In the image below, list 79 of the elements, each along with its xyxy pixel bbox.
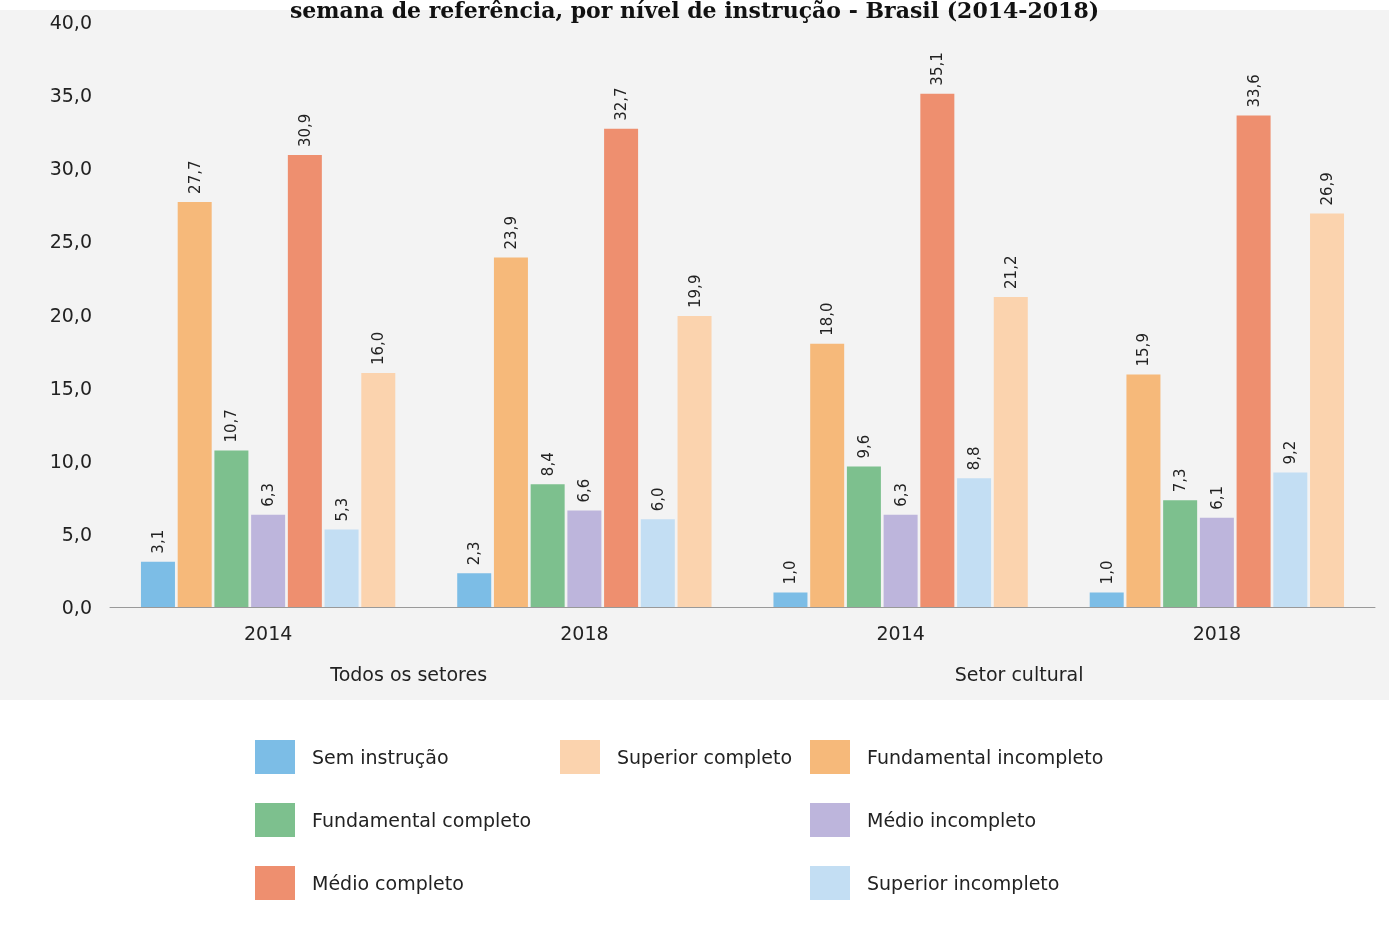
y-tick-label: 40,0 (49, 11, 92, 33)
data-label: 30,9 (295, 113, 314, 148)
bar (530, 484, 565, 607)
bar (1163, 500, 1198, 607)
bar (361, 373, 396, 607)
data-label: 16,0 (369, 331, 388, 365)
text: Todos os setores (329, 662, 488, 685)
data-label: 2,3 (465, 541, 484, 566)
bar (493, 257, 528, 607)
y-tick-label: 15,0 (49, 376, 92, 399)
x-tick-label: 2014 (243, 621, 293, 644)
data-label: 6,3 (891, 483, 910, 507)
data-label: 1,0 (1097, 560, 1116, 585)
bar (1199, 517, 1234, 607)
bar (604, 128, 639, 607)
bar (567, 510, 602, 607)
data-label: 35,1 (928, 52, 947, 86)
data-label: 6,3 (259, 483, 278, 507)
bar (920, 93, 955, 607)
y-tick-label: 20,0 (49, 303, 92, 326)
y-tick-label: 35,0 (49, 84, 92, 107)
text: Setor cultural (954, 662, 1084, 685)
bar (214, 450, 249, 607)
data-label: 7,3 (1171, 468, 1190, 493)
data-label: 8,4 (538, 452, 557, 477)
y-tick-label: 25,0 (49, 230, 92, 253)
bar (993, 296, 1028, 607)
y-tick-label: 10,0 (49, 449, 92, 472)
legend-label: Médio incompleto (867, 809, 1037, 831)
data-label: 18,0 (818, 302, 837, 336)
y-tick-label: 5,0 (61, 522, 92, 545)
data-label: 3,1 (148, 529, 167, 554)
legend-label: Fundamental incompleto (867, 746, 1104, 768)
bar (457, 573, 492, 607)
data-label: 32,7 (612, 87, 631, 121)
bar (1089, 592, 1124, 607)
data-label: 9,6 (854, 434, 873, 459)
x-tick-label: 2018 (560, 621, 609, 644)
data-label: 15,9 (1134, 333, 1153, 367)
x-tick-label: 2014 (876, 621, 925, 644)
data-label: 19,9 (685, 274, 704, 308)
data-label: 6,0 (648, 487, 667, 512)
x-tick-label: 2018 (1192, 621, 1242, 644)
bar (251, 514, 286, 607)
y-tick-label: 30,0 (49, 157, 92, 180)
bar (1273, 472, 1308, 607)
data-label: 21,2 (1001, 255, 1020, 289)
legend-label: Superior completo (617, 746, 793, 768)
bar (773, 592, 808, 607)
bar (883, 514, 918, 607)
bar (957, 478, 992, 607)
data-label: 10,7 (222, 409, 241, 443)
data-label: 33,6 (1244, 74, 1263, 108)
data-label: 26,9 (1318, 172, 1337, 206)
legend-label: Fundamental completo (312, 809, 532, 831)
data-label: 6,1 (1207, 485, 1226, 510)
bar (177, 201, 212, 607)
bar (846, 466, 881, 607)
legend-label: Médio completo (312, 872, 464, 894)
bar (287, 155, 322, 607)
bar (1126, 374, 1161, 607)
legend-label: Superior incompleto (867, 872, 1060, 894)
bar (1236, 115, 1271, 607)
bar (1310, 213, 1345, 607)
y-tick-label: 0,0 (61, 596, 92, 618)
data-label: 9,2 (1281, 440, 1300, 465)
chart-title: semana de referência, por nível de instrução - Brasil (2014-2018) (289, 0, 1100, 23)
bar (640, 519, 675, 607)
data-label: 27,7 (185, 160, 204, 194)
data-label: 6,6 (575, 478, 594, 503)
data-label: 5,3 (332, 497, 351, 522)
bar (810, 343, 845, 607)
data-label: 1,0 (781, 560, 800, 585)
bar (324, 529, 359, 607)
data-label: 23,9 (501, 216, 520, 250)
bar (677, 315, 712, 607)
legend-label: Sem instrução (312, 746, 449, 768)
bar (140, 561, 175, 607)
data-label: 8,8 (965, 446, 984, 471)
